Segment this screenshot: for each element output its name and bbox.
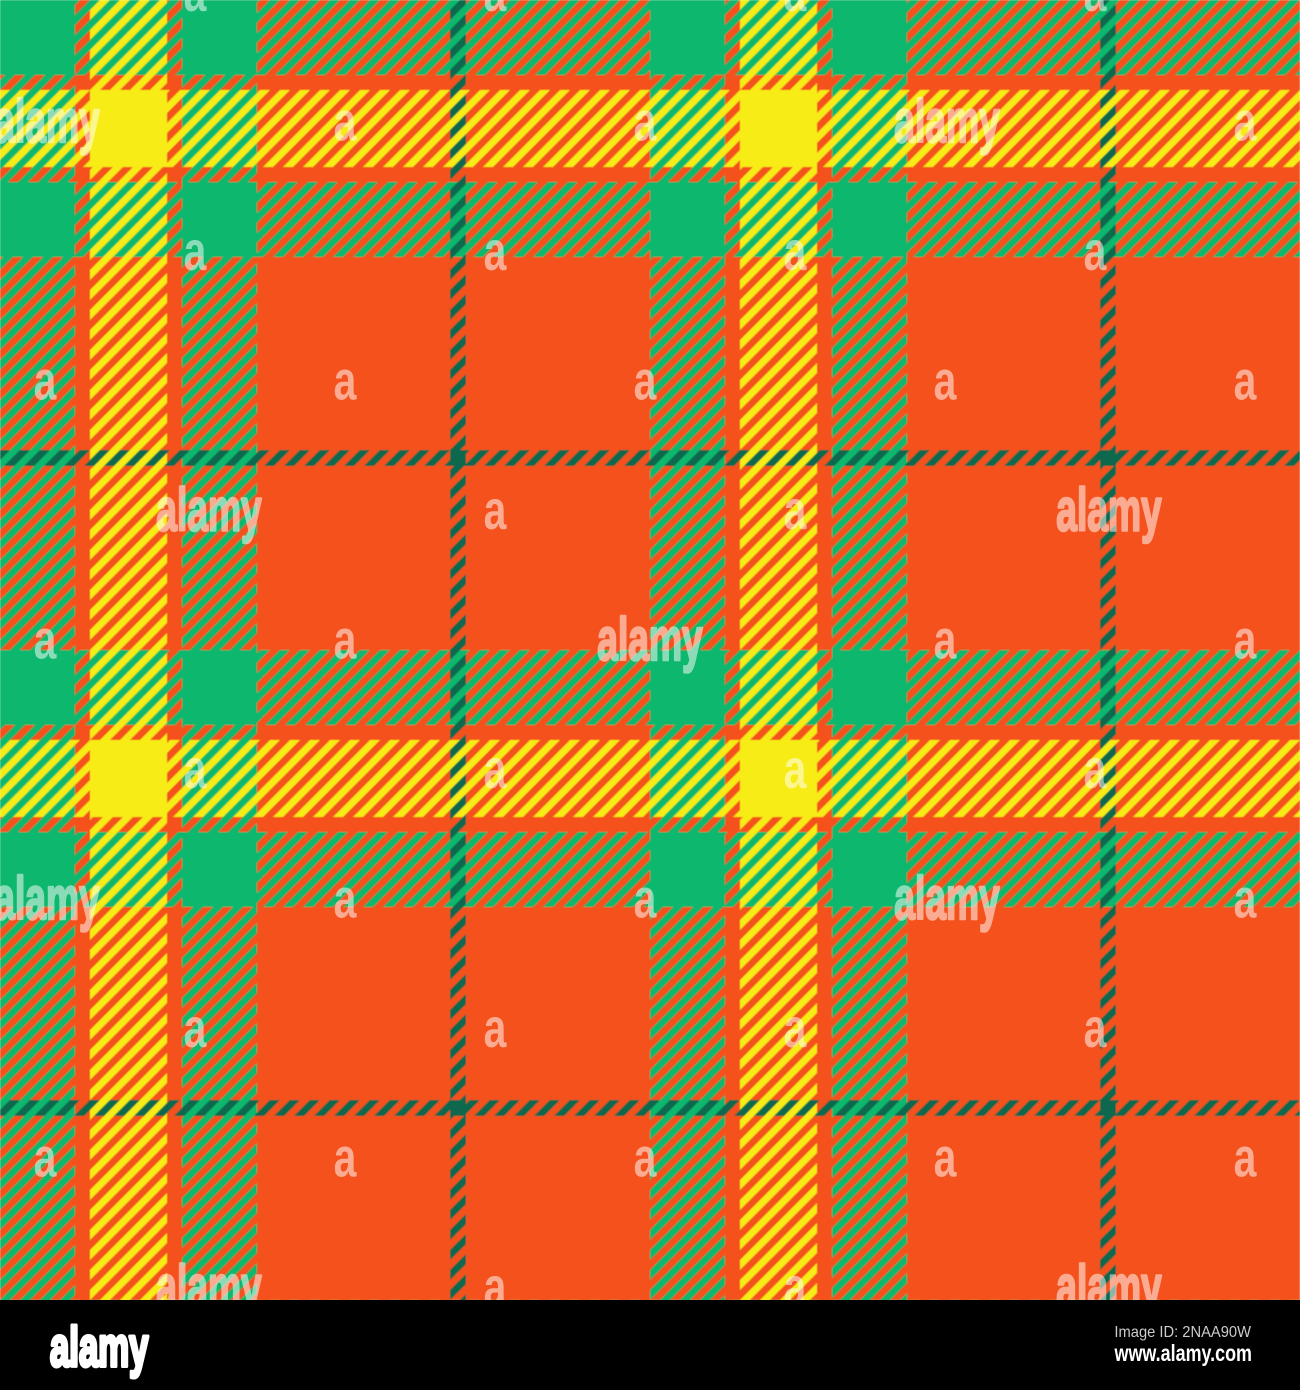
svg-text:a: a: [34, 609, 57, 671]
svg-text:alamy: alamy: [597, 606, 703, 673]
svg-text:a: a: [334, 868, 357, 930]
svg-text:a: a: [34, 350, 57, 412]
svg-text:a: a: [184, 221, 207, 283]
svg-text:a: a: [1234, 1127, 1257, 1189]
svg-text:alamy: alamy: [1056, 476, 1162, 543]
svg-text:alamy: alamy: [156, 476, 262, 543]
svg-text:a: a: [634, 1127, 657, 1189]
svg-text:a: a: [634, 91, 657, 153]
svg-text:a: a: [334, 350, 357, 412]
svg-text:a: a: [1234, 91, 1257, 153]
svg-text:a: a: [184, 998, 207, 1060]
svg-text:alamy: alamy: [0, 88, 100, 155]
svg-text:a: a: [784, 998, 807, 1060]
svg-text:a: a: [484, 480, 507, 542]
svg-text:alamy: alamy: [50, 1316, 148, 1379]
svg-text:a: a: [934, 350, 957, 412]
svg-text:alamy: alamy: [894, 88, 1000, 155]
svg-text:a: a: [934, 1127, 957, 1189]
svg-text:a: a: [184, 0, 207, 24]
svg-text:a: a: [634, 868, 657, 930]
svg-text:a: a: [784, 221, 807, 283]
svg-text:a: a: [334, 609, 357, 671]
svg-text:www.alamy.com: www.alamy.com: [1114, 1341, 1252, 1367]
svg-text:a: a: [334, 1127, 357, 1189]
svg-text:a: a: [784, 0, 807, 24]
svg-text:a: a: [784, 480, 807, 542]
svg-text:a: a: [484, 0, 507, 24]
svg-text:a: a: [634, 350, 657, 412]
svg-text:a: a: [1084, 221, 1107, 283]
svg-text:a: a: [34, 1127, 57, 1189]
svg-text:Image ID: 2NAA90W: Image ID: 2NAA90W: [1114, 1324, 1251, 1341]
svg-text:a: a: [484, 998, 507, 1060]
svg-text:a: a: [784, 739, 807, 801]
svg-text:a: a: [1084, 739, 1107, 801]
svg-text:a: a: [1234, 868, 1257, 930]
svg-text:a: a: [484, 221, 507, 283]
svg-text:alamy: alamy: [0, 865, 100, 932]
svg-text:alamy: alamy: [894, 865, 1000, 932]
svg-text:a: a: [484, 739, 507, 801]
svg-text:a: a: [1084, 0, 1107, 24]
svg-text:a: a: [1084, 998, 1107, 1060]
svg-text:a: a: [934, 609, 957, 671]
svg-text:a: a: [1234, 609, 1257, 671]
svg-text:a: a: [184, 739, 207, 801]
svg-text:a: a: [1234, 350, 1257, 412]
svg-text:a: a: [334, 91, 357, 153]
